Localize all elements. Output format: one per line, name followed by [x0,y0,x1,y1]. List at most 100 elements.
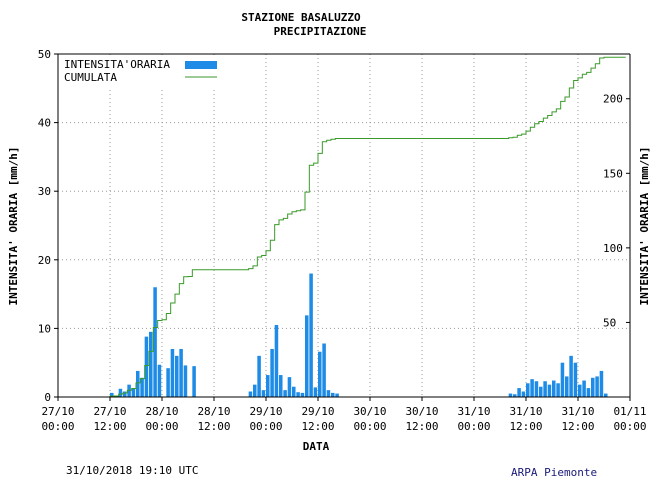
x-tick-time: 12:00 [93,420,126,433]
x-tick-time: 00:00 [41,420,74,433]
intensity-bar [127,384,131,397]
intensity-bar [530,379,534,397]
intensity-bar [305,315,309,397]
y-axis-right-label: INTENSITA' ORARIA [mm/h] [638,147,651,306]
intensity-bar [261,390,266,397]
x-tick-time: 00:00 [613,420,646,433]
intensity-bar [526,383,530,397]
x-tick-date: 31/10 [457,405,490,418]
footer-timestamp: 31/10/2018 19:10 UTC [66,464,199,477]
intensity-bar [131,388,136,397]
x-tick-date: 31/10 [561,405,594,418]
intensity-bar [170,348,175,397]
intensity-bar [517,388,521,397]
intensity-bar [270,348,274,397]
intensity-bar [153,287,157,397]
intensity-bar [508,393,513,397]
chart-subtitle: PRECIPITAZIONE [274,25,367,38]
y-axis-left-ticks: 0 10 20 30 40 50 [38,48,58,404]
x-tick-time: 00:00 [249,420,282,433]
legend-label-intensity: INTENSITA'ORARIA [64,58,170,71]
x-tick-date: 01/11 [613,405,646,418]
x-tick-date: 31/10 [509,405,542,418]
x-axis-ticks: 27/10 00:00 27/10 12:00 28/10 00:00 28/10 12:00… [41,397,647,433]
intensity-bar [140,377,144,397]
x-tick-time: 00:00 [145,420,178,433]
y-left-tick-label: 10 [38,322,51,335]
intensity-bar [335,393,339,397]
intensity-bar [326,390,331,397]
y-left-tick-label: 30 [38,185,51,198]
y-left-tick-label: 20 [38,254,51,267]
y-axis-left-label: INTENSITA' ORARIA [mm/h] [7,147,20,306]
y-right-tick-label: 200 [603,93,623,106]
y-right-tick-label: 150 [603,167,623,180]
intensity-bar [322,343,326,397]
y-left-tick-label: 0 [44,391,51,404]
x-tick-date: 29/10 [301,405,334,418]
intensity-bar [591,377,595,397]
intensity-bar [556,383,560,397]
x-tick-time: 12:00 [405,420,438,433]
cumulative-line [58,56,626,398]
intensity-bar [144,336,149,397]
intensity-bar [604,393,608,397]
intensity-bar [543,381,547,397]
intensity-bar [274,324,279,397]
intensity-bar [257,355,261,397]
x-tick-date: 30/10 [353,405,386,418]
intensity-bar [569,355,573,397]
intensity-bar [253,384,257,397]
legend-label-cumulative: CUMULATA [64,71,117,84]
intensity-bar [565,376,569,397]
x-tick-time: 00:00 [353,420,386,433]
intensity-bar [313,387,318,397]
x-tick-time: 12:00 [509,420,542,433]
intensity-bar [118,388,123,397]
y-axis-right-ticks: 50 100 150 200 [603,93,630,329]
intensity-bar [582,380,586,397]
intensity-bar [123,391,127,397]
intensity-bar [292,386,296,397]
intensity-bar [175,355,179,397]
x-tick-time: 12:00 [197,420,230,433]
x-tick-date: 30/10 [405,405,438,418]
x-tick-time: 00:00 [457,420,490,433]
intensity-bar [149,331,153,397]
intensity-bar [586,388,591,397]
y-right-tick-label: 50 [603,316,616,329]
intensity-bar [309,273,313,397]
intensity-bar [539,386,543,397]
intensity-bar [279,375,283,397]
intensity-bar [552,380,556,397]
intensity-bar [599,370,604,397]
intensity-bar [183,365,188,397]
intensity-bar [110,392,114,397]
intensity-bar [192,366,196,397]
x-axis-label: DATA [303,440,330,453]
grid [58,54,630,397]
intensity-bar [578,384,582,397]
intensity-bar [573,362,578,397]
y-right-tick-label: 100 [603,242,623,255]
intensity-bar [560,362,565,397]
intensity-bar [331,392,335,397]
intensity-bar [513,394,517,397]
intensity-bar [266,375,270,397]
legend: INTENSITA'ORARIA CUMULATA [60,56,228,88]
intensity-bar [300,392,305,397]
intensity-bar [248,391,253,397]
x-tick-date: 27/10 [93,405,126,418]
x-tick-date: 29/10 [249,405,282,418]
intensity-bar [595,376,599,397]
intensity-bar [136,370,140,397]
y-left-tick-label: 40 [38,117,51,130]
intensity-bar [166,368,170,397]
footer-org: ARPA Piemonte [511,466,598,479]
intensity-bar [179,348,183,397]
intensity-bar [157,364,162,397]
intensity-bar [534,381,539,397]
intensity-bar [283,390,287,397]
y-left-tick-label: 50 [38,48,51,61]
